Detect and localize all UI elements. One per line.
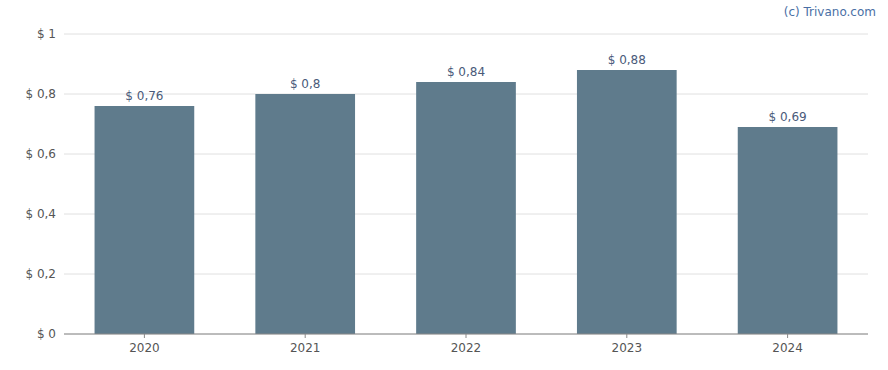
grid-line [64,34,868,35]
x-tick-label: 2022 [451,341,482,355]
y-tick-label: $ 0 [37,327,56,341]
x-tick [787,334,788,338]
x-tick-label: 2023 [612,341,643,355]
x-tick-label: 2021 [290,341,321,355]
y-tick-label: $ 0,4 [25,207,56,221]
bar [95,106,195,334]
data-label: $ 0,76 [125,89,163,103]
data-label: $ 0,69 [769,110,807,124]
data-label: $ 0,88 [608,53,646,67]
bar [738,127,838,334]
data-label: $ 0,8 [290,77,321,91]
x-tick [305,334,306,338]
x-tick-label: 2020 [129,341,160,355]
x-tick [466,334,467,338]
bar [255,94,355,334]
grid [64,34,868,334]
x-tick [144,334,145,338]
watermark: (c) Trivano.com [784,5,876,19]
x-tick [626,334,627,338]
y-tick-label: $ 0,8 [25,87,56,101]
x-tick-label: 2024 [772,341,803,355]
y-tick-label: $ 1 [37,27,56,41]
bar [577,70,677,334]
chart-svg: $ 0 $ 0,2 $ 0,4 $ 0,6 $ 0,8 $ 1 2020 2021 2022 20… [0,0,888,370]
data-label: $ 0,84 [447,65,485,79]
bars [95,70,838,334]
chart-container: $ 0 $ 0,2 $ 0,4 $ 0,6 $ 0,8 $ 1 2020 2021 2022 20… [0,0,888,370]
bar [416,82,516,334]
y-tick-label: $ 0,2 [25,267,56,281]
y-tick-label: $ 0,6 [25,147,56,161]
